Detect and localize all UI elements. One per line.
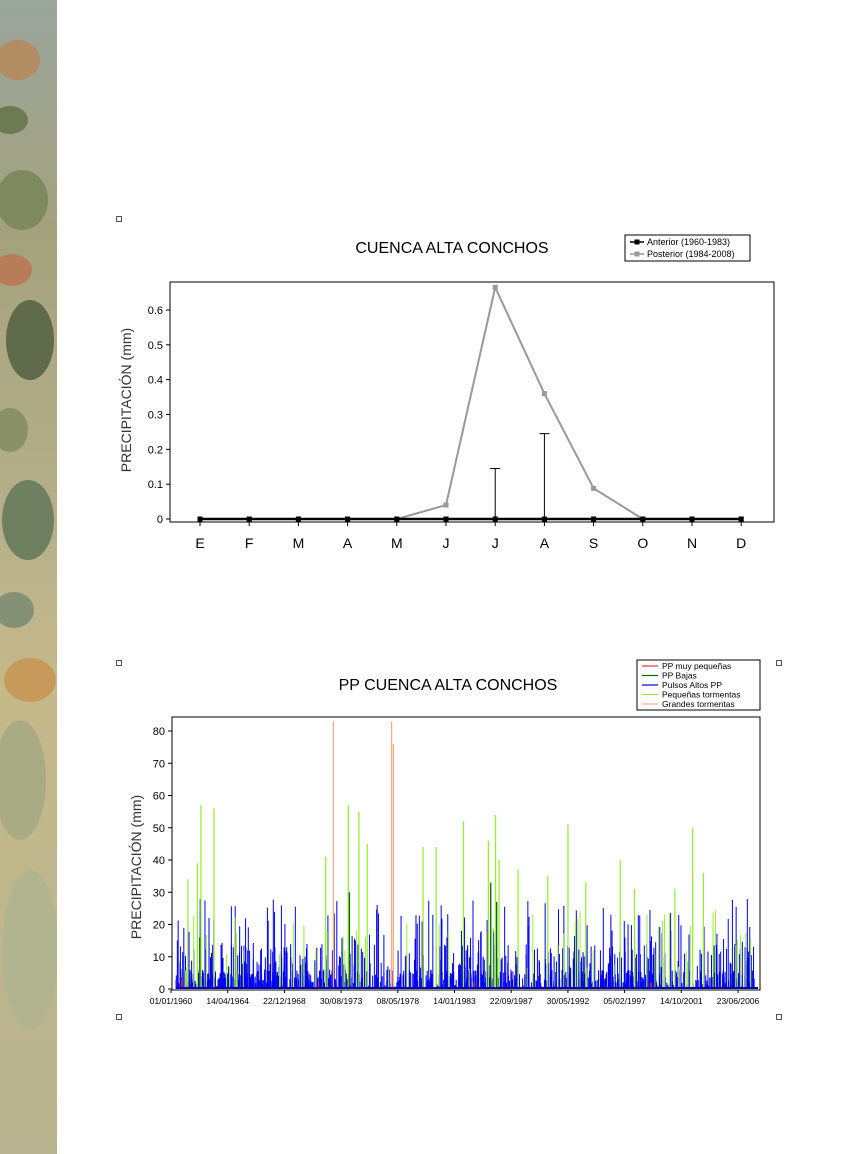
data-point xyxy=(492,516,498,522)
marker-square xyxy=(116,1014,122,1020)
series-line xyxy=(200,284,742,520)
legend-marker xyxy=(634,239,640,245)
x-tick-label: A xyxy=(343,535,353,551)
x-tick-label: N xyxy=(687,535,697,551)
legend-box xyxy=(624,234,751,262)
y-tick-label: 10 xyxy=(153,952,165,964)
data-point xyxy=(246,516,252,522)
data-point xyxy=(443,516,449,522)
legend-label: Grandes tormentas xyxy=(662,699,735,709)
marker-square xyxy=(776,1014,782,1020)
marker-square xyxy=(116,216,122,222)
x-tick-label: 14/01/1983 xyxy=(433,996,476,1006)
x-tick-label: 08/05/1978 xyxy=(377,996,420,1006)
cactus-background-photo xyxy=(0,0,57,1154)
y-tick-label: 30 xyxy=(153,887,165,899)
legend-label: PP Bajas xyxy=(662,671,697,681)
x-tick-label: 22/12/1968 xyxy=(263,996,306,1006)
legend-label: Pequeñas tormentas xyxy=(662,690,740,700)
data-point xyxy=(689,516,695,522)
x-tick-label: J xyxy=(492,535,499,551)
x-tick-label: 14/04/1964 xyxy=(206,996,249,1006)
data-point xyxy=(295,516,301,522)
data-point xyxy=(492,284,498,290)
daily-precipitation-chart: PP CUENCA ALTA CONCHOS PP muy pequeñasPP… xyxy=(128,659,761,1006)
x-tick-label: 22/09/1987 xyxy=(490,996,533,1006)
y-axis-label: PRECIPITACIÓN (mm) xyxy=(118,328,134,472)
x-tick-label: 01/01/1960 xyxy=(150,996,193,1006)
marker-square xyxy=(116,660,122,666)
data-point xyxy=(443,502,449,508)
x-tick-label: 05/02/1997 xyxy=(603,996,646,1006)
x-tick-label: F xyxy=(245,535,254,551)
monthly-precipitation-chart: CUENCA ALTA CONCHOS Anterior (1960-1983)… xyxy=(118,234,775,551)
data-point xyxy=(541,391,547,397)
x-tick-label: 30/05/1992 xyxy=(547,996,590,1006)
x-tick-label: J xyxy=(443,535,450,551)
x-tick-label: D xyxy=(736,535,746,551)
x-tick-label: M xyxy=(391,535,403,551)
y-tick-label: 0.1 xyxy=(148,479,163,491)
plot-frame xyxy=(171,716,761,991)
x-tick-label: A xyxy=(540,535,550,551)
y-tick-label: 40 xyxy=(153,855,165,867)
y-tick-label: 0.5 xyxy=(148,340,163,352)
y-tick-label: 80 xyxy=(153,726,165,738)
data-point xyxy=(591,516,597,522)
x-tick-label: 23/06/2006 xyxy=(717,996,760,1006)
y-axis-label: PRECIPITACIÓN (mm) xyxy=(128,795,144,939)
x-tick-label: 30/08/1973 xyxy=(320,996,363,1006)
chart-title: PP CUENCA ALTA CONCHOS xyxy=(339,677,558,694)
legend-label: Posterior (1984-2008) xyxy=(647,249,735,259)
x-tick-label: M xyxy=(293,535,305,551)
data-point xyxy=(591,485,597,491)
x-tick-label: E xyxy=(195,535,204,551)
x-tick-label: O xyxy=(637,535,648,551)
plot-frame xyxy=(169,281,775,523)
legend-label: PP muy pequeñas xyxy=(662,661,731,671)
y-tick-label: 60 xyxy=(153,791,165,803)
x-tick-label: 14/10/2001 xyxy=(660,996,703,1006)
y-tick-label: 0 xyxy=(157,514,163,526)
y-tick-label: 50 xyxy=(153,823,165,835)
legend: Anterior (1960-1983) Posterior (1984-200… xyxy=(624,234,751,262)
data-point xyxy=(197,516,203,522)
y-tick-label: 70 xyxy=(153,758,165,770)
y-tick-label: 20 xyxy=(153,920,165,932)
y-tick-label: 0.2 xyxy=(148,444,163,456)
y-tick-label: 0.6 xyxy=(148,305,163,317)
data-point xyxy=(345,516,351,522)
y-tick-label: 0 xyxy=(159,984,165,996)
legend-marker xyxy=(634,251,640,257)
x-tick-label: S xyxy=(589,535,598,551)
legend-label: Pulsos Altos PP xyxy=(662,680,722,690)
marker-square xyxy=(776,660,782,666)
legend-label: Anterior (1960-1983) xyxy=(647,237,730,247)
data-point xyxy=(738,516,744,522)
data-point xyxy=(541,516,547,522)
data-point xyxy=(640,516,646,522)
y-tick-label: 0.3 xyxy=(148,410,163,422)
y-tick-label: 0.4 xyxy=(148,375,163,387)
data-point xyxy=(394,516,400,522)
chart-title: CUENCA ALTA CONCHOS xyxy=(355,240,548,257)
